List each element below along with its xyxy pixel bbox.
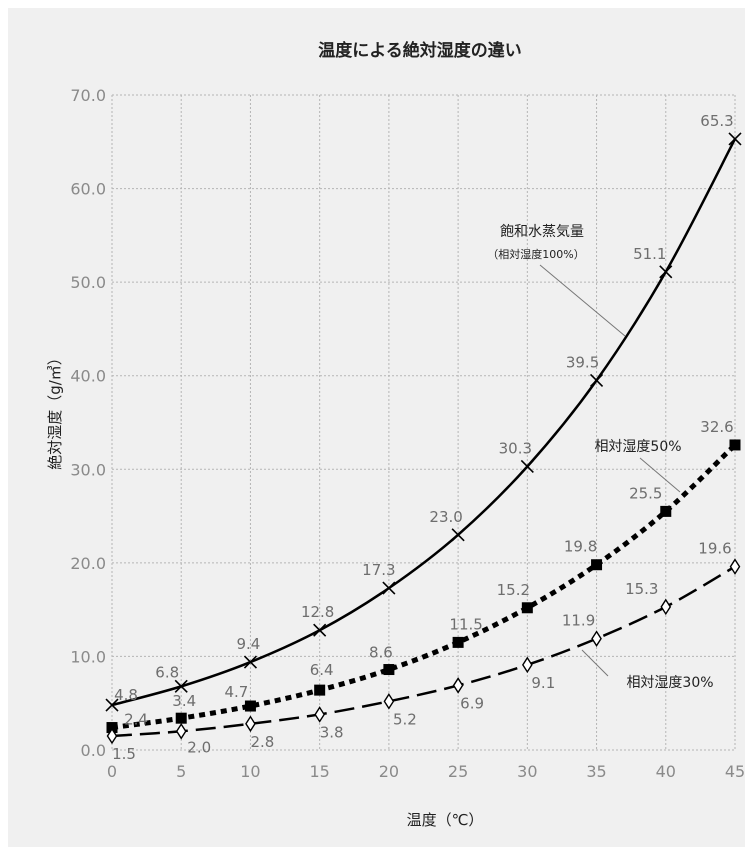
data-label-rh30: 19.6 xyxy=(698,540,731,558)
series-label-rh50: 相対湿度50% xyxy=(594,439,681,455)
data-label-rh50: 6.4 xyxy=(310,661,334,679)
x-tick-label: 35 xyxy=(586,762,606,781)
data-label-saturated: 17.3 xyxy=(362,561,395,579)
data-label-saturated: 39.5 xyxy=(566,353,599,371)
square-marker xyxy=(660,505,672,517)
x-tick-label: 45 xyxy=(725,762,745,781)
x-tick-label: 40 xyxy=(656,762,676,781)
x-marker xyxy=(243,655,258,669)
data-label-rh30: 6.9 xyxy=(460,694,484,712)
y-tick-label: 20.0 xyxy=(70,554,106,573)
diamond-marker xyxy=(383,693,395,710)
data-label-rh50: 19.8 xyxy=(564,538,597,556)
data-label-saturated: 6.8 xyxy=(155,663,179,681)
data-label-rh30: 2.8 xyxy=(251,733,275,751)
data-label-rh30: 2.0 xyxy=(187,738,211,756)
x-tick-label: 0 xyxy=(107,762,117,781)
diamond-marker xyxy=(522,656,533,674)
data-labels: 4.8 6.8 9.4 12.8 17.3 23.0 30.3 39.5 51.1 65.3 2.4… xyxy=(112,112,734,763)
series-line-rh30 xyxy=(111,565,736,738)
x-tick-label: 30 xyxy=(517,762,537,781)
diamond-marker xyxy=(245,715,256,733)
diamond-marker xyxy=(660,598,672,616)
data-label-rh30: 3.8 xyxy=(320,723,344,741)
data-label-rh50: 11.5 xyxy=(449,615,482,633)
annotations: 飽和水蒸気量 （相対湿度100%） 相対湿度50% 相対湿度30% xyxy=(487,223,713,691)
data-label-saturated: 12.8 xyxy=(301,603,334,621)
y-tick-label: 0.0 xyxy=(81,741,106,760)
square-marker xyxy=(314,684,326,696)
series-note-saturated: （相対湿度100%） xyxy=(487,247,584,261)
x-marker xyxy=(728,132,742,146)
series-group xyxy=(105,132,742,745)
chart-title: 温度による絶対湿度の違い xyxy=(318,40,522,61)
series-label-saturated: 飽和水蒸気量 xyxy=(500,223,584,240)
square-marker xyxy=(244,700,256,712)
data-label-rh50: 32.6 xyxy=(700,418,733,436)
square-marker xyxy=(106,722,118,734)
x-axis-title: 温度（℃） xyxy=(407,811,484,829)
data-label-rh50: 2.4 xyxy=(124,711,148,729)
grid xyxy=(111,94,736,751)
data-label-rh30: 1.5 xyxy=(112,745,136,763)
data-label-rh50: 15.2 xyxy=(497,581,530,599)
y-tick-label: 70.0 xyxy=(70,86,106,105)
square-marker xyxy=(591,559,603,571)
data-label-saturated: 23.0 xyxy=(429,508,462,526)
data-label-rh30: 11.9 xyxy=(562,612,595,630)
x-tick-label: 10 xyxy=(240,762,260,781)
y-tick-label: 10.0 xyxy=(70,647,106,666)
data-label-saturated: 30.3 xyxy=(499,439,532,457)
x-marker xyxy=(520,459,534,474)
chart-panel xyxy=(8,8,745,847)
series-line-rh50 xyxy=(111,443,737,731)
x-tick-label: 25 xyxy=(448,762,468,781)
y-tick-label: 60.0 xyxy=(70,180,106,199)
series-label-rh30: 相対湿度30% xyxy=(626,675,713,691)
y-tick-label: 50.0 xyxy=(70,273,106,292)
data-label-saturated: 9.4 xyxy=(237,635,261,653)
leader-line-rh50 xyxy=(639,457,681,493)
x-marker xyxy=(659,265,673,279)
diamond-marker xyxy=(314,706,325,723)
tick-labels: 0.0 10.0 20.0 30.0 40.0 50.0 60.0 70.0 0 5 10 15 20 2… xyxy=(70,86,745,781)
square-marker xyxy=(383,664,395,676)
y-tick-label: 40.0 xyxy=(70,367,106,386)
data-label-saturated: 51.1 xyxy=(633,245,666,263)
x-marker xyxy=(589,373,604,387)
y-axis-title: 絶対湿度（g/㎥） xyxy=(46,350,64,470)
y-tick-label: 30.0 xyxy=(70,460,106,479)
x-marker xyxy=(382,581,396,595)
square-marker xyxy=(729,439,741,451)
data-label-rh50: 8.6 xyxy=(369,644,393,662)
diamond-marker xyxy=(591,630,602,647)
x-marker xyxy=(105,698,119,712)
x-tick-label: 15 xyxy=(309,762,329,781)
diamond-marker xyxy=(729,558,741,575)
diamond-marker xyxy=(175,722,187,740)
x-marker xyxy=(174,679,188,693)
x-marker xyxy=(313,623,327,637)
leader-line-rh30 xyxy=(581,649,609,677)
data-label-rh50: 3.4 xyxy=(172,692,196,710)
data-label-rh50: 4.7 xyxy=(225,683,249,701)
leader-line-saturated xyxy=(539,264,626,337)
data-label-rh30: 9.1 xyxy=(531,674,555,692)
x-tick-label: 20 xyxy=(379,762,399,781)
data-label-rh30: 15.3 xyxy=(625,580,658,598)
data-label-saturated: 65.3 xyxy=(700,112,733,130)
data-label-saturated: 4.8 xyxy=(114,686,138,704)
square-marker xyxy=(452,636,464,648)
data-label-rh50: 25.5 xyxy=(629,484,662,502)
square-marker xyxy=(175,712,187,724)
x-tick-label: 5 xyxy=(176,762,186,781)
x-marker xyxy=(451,528,465,542)
diamond-marker xyxy=(452,677,464,694)
diamond-marker xyxy=(106,727,118,745)
square-marker xyxy=(521,602,533,614)
data-label-rh30: 5.2 xyxy=(393,710,417,728)
